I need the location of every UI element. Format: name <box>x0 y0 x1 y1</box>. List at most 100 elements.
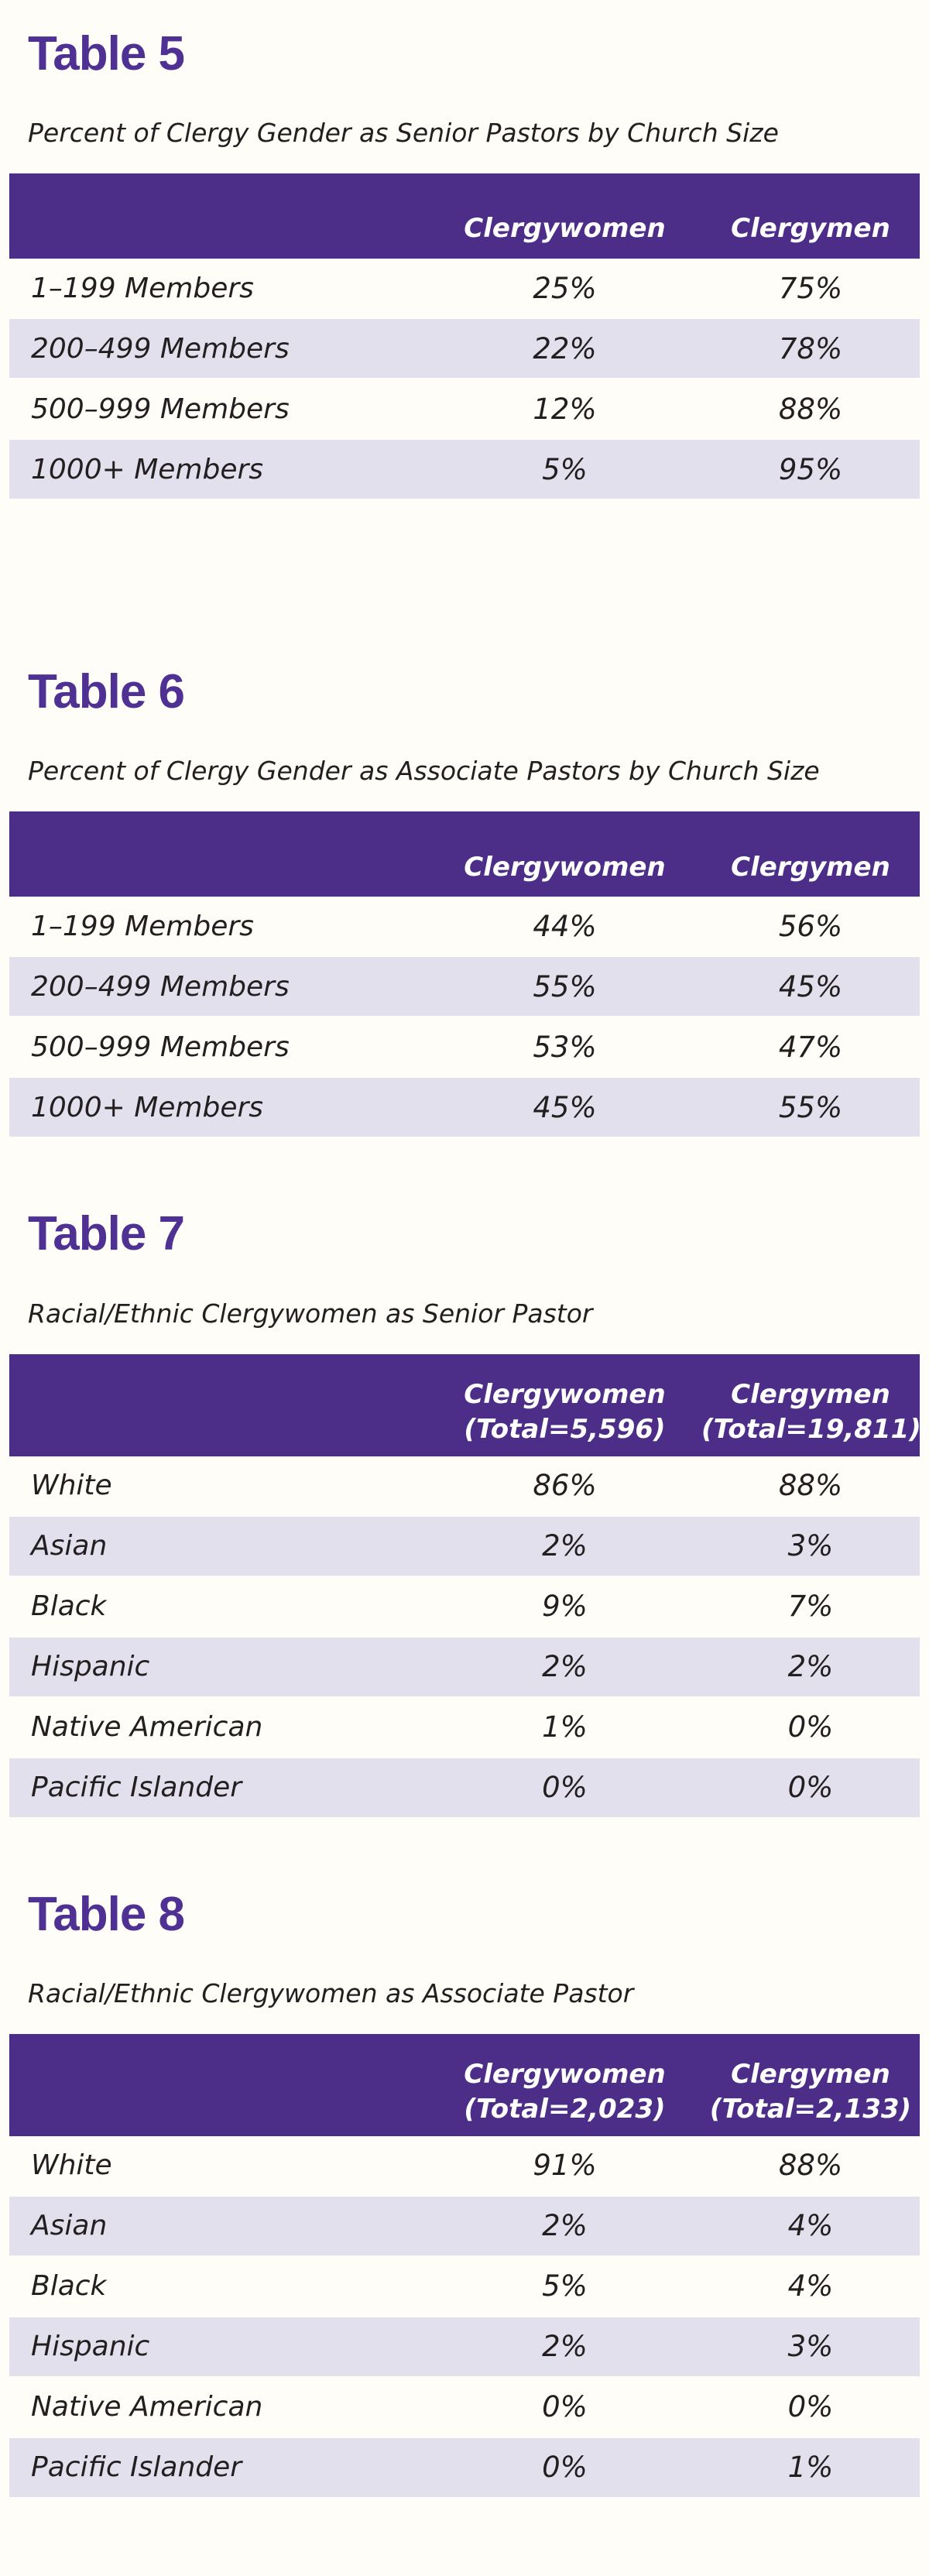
table-6-header-row: Clergywomen Clergymen <box>9 811 920 897</box>
row-label: 1000+ Members <box>31 1091 264 1123</box>
percent-value: 2% <box>542 2330 588 2364</box>
table-8-header-row: Clergywomen (Total=2,023) Clergymen (Tot… <box>9 2033 920 2136</box>
percent-value: 0% <box>787 2390 834 2424</box>
percent-value: 44% <box>533 909 597 943</box>
percent-value: 0% <box>787 1771 834 1805</box>
table-7-section: Table 7 Racial/Ethnic Clergywomen as Sen… <box>0 1206 929 1819</box>
row-label: Asian <box>31 2210 108 2242</box>
table-7-title: Table 7 <box>28 1207 185 1261</box>
row-label: 1–199 Members <box>31 272 254 304</box>
table-6: Clergywomen Clergymen 1–199 Members 44% … <box>9 811 920 1139</box>
table-7-body: White 86% 88% Asian 2% 3% Black 9% 7% Hi… <box>9 1456 920 1819</box>
row-label: White <box>31 2149 112 2182</box>
table-row: Pacific Islander 0% 0% <box>9 1758 920 1819</box>
row-label: Asian <box>31 1530 108 1562</box>
table-row: Native American 1% 0% <box>9 1698 920 1758</box>
row-label: Black <box>31 2270 107 2303</box>
table-row: 1–199 Members 25% 75% <box>9 259 920 320</box>
table-8-title: Table 8 <box>28 1887 185 1941</box>
percent-value: 56% <box>778 909 843 943</box>
row-label: 1–199 Members <box>31 910 254 942</box>
column-header-total: (Total=5,596) <box>464 1413 666 1445</box>
report-page: Table 5 Percent of Clergy Gender as Seni… <box>0 26 929 2499</box>
row-label: Native American <box>31 1711 263 1744</box>
table-row: 1000+ Members 5% 95% <box>9 440 920 501</box>
row-label: Black <box>31 1590 107 1623</box>
table-row: 500–999 Members 53% 47% <box>9 1017 920 1079</box>
percent-value: 25% <box>533 271 597 305</box>
table-row: 200–499 Members 22% 78% <box>9 319 920 380</box>
table-row: Hispanic 2% 2% <box>9 1637 920 1698</box>
percent-value: 5% <box>542 452 588 486</box>
row-label: Pacific Islander <box>31 1772 242 1804</box>
column-header-label: Clergywomen <box>464 2059 666 2090</box>
section-gap <box>0 500 929 664</box>
table-row: Asian 2% 3% <box>9 1516 920 1577</box>
percent-value: 86% <box>533 1469 597 1503</box>
percent-value: 2% <box>542 2209 588 2243</box>
percent-value: 2% <box>787 1650 834 1684</box>
table-5-title: Table 5 <box>28 27 185 81</box>
percent-value: 1% <box>787 2451 834 2485</box>
row-label: Hispanic <box>31 1651 150 1683</box>
percent-value: 1% <box>542 1710 588 1744</box>
percent-value: 88% <box>778 392 843 426</box>
row-label: White <box>31 1470 112 1502</box>
percent-value: 3% <box>787 1529 834 1563</box>
table-row: 1000+ Members 45% 55% <box>9 1078 920 1139</box>
column-header-clergywomen: Clergywomen (Total=5,596) <box>428 1377 701 1456</box>
section-gap <box>0 1819 929 1887</box>
percent-value: 78% <box>778 331 843 365</box>
table-row: White 86% 88% <box>9 1456 920 1517</box>
row-label: 500–999 Members <box>31 1031 290 1063</box>
column-header-total: (Total=2,023) <box>464 2093 666 2125</box>
table-7-header-row: Clergywomen (Total=5,596) Clergymen (Tot… <box>9 1353 921 1456</box>
table-5-section: Table 5 Percent of Clergy Gender as Seni… <box>0 26 929 501</box>
table-5-header-row: Clergywomen Clergymen <box>9 173 920 259</box>
column-header-clergywomen: Clergywomen <box>464 851 666 883</box>
percent-value: 7% <box>787 1590 834 1624</box>
percent-value: 3% <box>787 2330 834 2364</box>
table-6-subtitle: Percent of Clergy Gender as Associate Pa… <box>28 756 820 787</box>
column-header-clergymen: Clergymen <box>731 851 890 883</box>
row-label: Hispanic <box>31 2331 150 2363</box>
row-label: 500–999 Members <box>31 393 290 425</box>
row-label: 200–499 Members <box>31 970 290 1003</box>
column-header-clergymen: Clergymen (Total=2,133) <box>701 2057 920 2136</box>
table-row: Black 5% 4% <box>9 2257 920 2317</box>
table-row: Pacific Islander 0% 1% <box>9 2437 920 2499</box>
table-row: 500–999 Members 12% 88% <box>9 379 920 441</box>
percent-value: 55% <box>533 969 597 1003</box>
percent-value: 0% <box>542 1771 588 1805</box>
table-row: 200–499 Members 55% 45% <box>9 957 920 1018</box>
column-header-label: Clergymen <box>731 2059 890 2090</box>
percent-value: 55% <box>778 1090 843 1124</box>
table-7-subtitle: Racial/Ethnic Clergywomen as Senior Past… <box>28 1298 593 1329</box>
column-header-total: (Total=19,811) <box>701 1413 921 1445</box>
table-row: Native American 0% 0% <box>9 2378 920 2438</box>
percent-value: 45% <box>533 1090 597 1124</box>
percent-value: 9% <box>542 1590 588 1624</box>
column-header-label: Clergymen <box>731 1378 890 1410</box>
table-7: Clergywomen (Total=5,596) Clergymen (Tot… <box>9 1353 921 1819</box>
table-row: Black 9% 7% <box>9 1577 920 1638</box>
percent-value: 45% <box>778 969 843 1003</box>
section-gap <box>0 1138 929 1206</box>
percent-value: 0% <box>787 1710 834 1744</box>
row-label: 1000+ Members <box>31 453 264 485</box>
table-row: White 91% 88% <box>9 2136 920 2197</box>
percent-value: 2% <box>542 1529 588 1563</box>
percent-value: 2% <box>542 1650 588 1684</box>
table-8-section: Table 8 Racial/Ethnic Clergywomen as Ass… <box>0 1887 929 2499</box>
column-header-clergymen: Clergymen (Total=19,811) <box>701 1377 921 1456</box>
table-row: Hispanic 2% 3% <box>9 2317 920 2378</box>
percent-value: 47% <box>778 1030 843 1064</box>
percent-value: 0% <box>542 2390 588 2424</box>
percent-value: 12% <box>533 392 597 426</box>
column-header-clergywomen: Clergywomen <box>464 213 666 245</box>
table-6-section: Table 6 Percent of Clergy Gender as Asso… <box>0 664 929 1139</box>
percent-value: 95% <box>778 452 843 486</box>
percent-value: 88% <box>778 1469 843 1503</box>
column-header-total: (Total=2,133) <box>709 2093 912 2125</box>
column-header-label: Clergywomen <box>464 1378 666 1410</box>
